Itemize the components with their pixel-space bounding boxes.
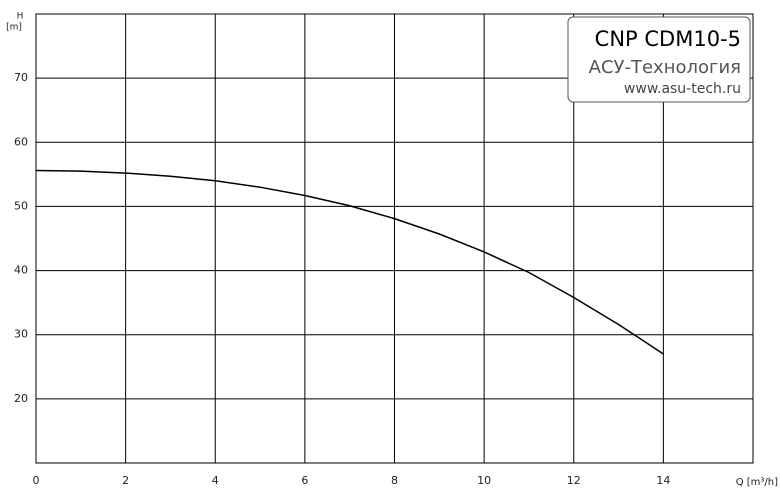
y-tick-label: 70 (14, 71, 28, 84)
chart-title: CNP CDM10-5 (595, 27, 741, 51)
y-tick-label: 40 (14, 264, 28, 277)
legend-box (567, 16, 751, 103)
x-tick-label: 14 (656, 474, 670, 487)
y-tick-label: 30 (14, 328, 28, 341)
y-axis-label: H (17, 12, 24, 22)
y-tick-label: 50 (14, 199, 28, 212)
chart-subtitle: АСУ-Технология (589, 57, 741, 78)
y-tick-label: 20 (14, 392, 28, 405)
x-tick-label: 4 (212, 474, 219, 487)
x-axis-label: Q [m³/h] (736, 477, 778, 488)
x-tick-label: 2 (122, 474, 129, 487)
y-tick-label: 60 (14, 135, 28, 148)
annotation: www.asu-tech.ru (624, 81, 741, 97)
x-tick-label: 0 (33, 474, 40, 487)
x-tick-label: 12 (567, 474, 581, 487)
x-tick-label: 6 (301, 474, 308, 487)
x-tick-label: 10 (477, 474, 491, 487)
y-axis-unit: [m] (6, 23, 22, 33)
x-tick-label: 8 (391, 474, 398, 487)
curve (35, 169, 664, 355)
